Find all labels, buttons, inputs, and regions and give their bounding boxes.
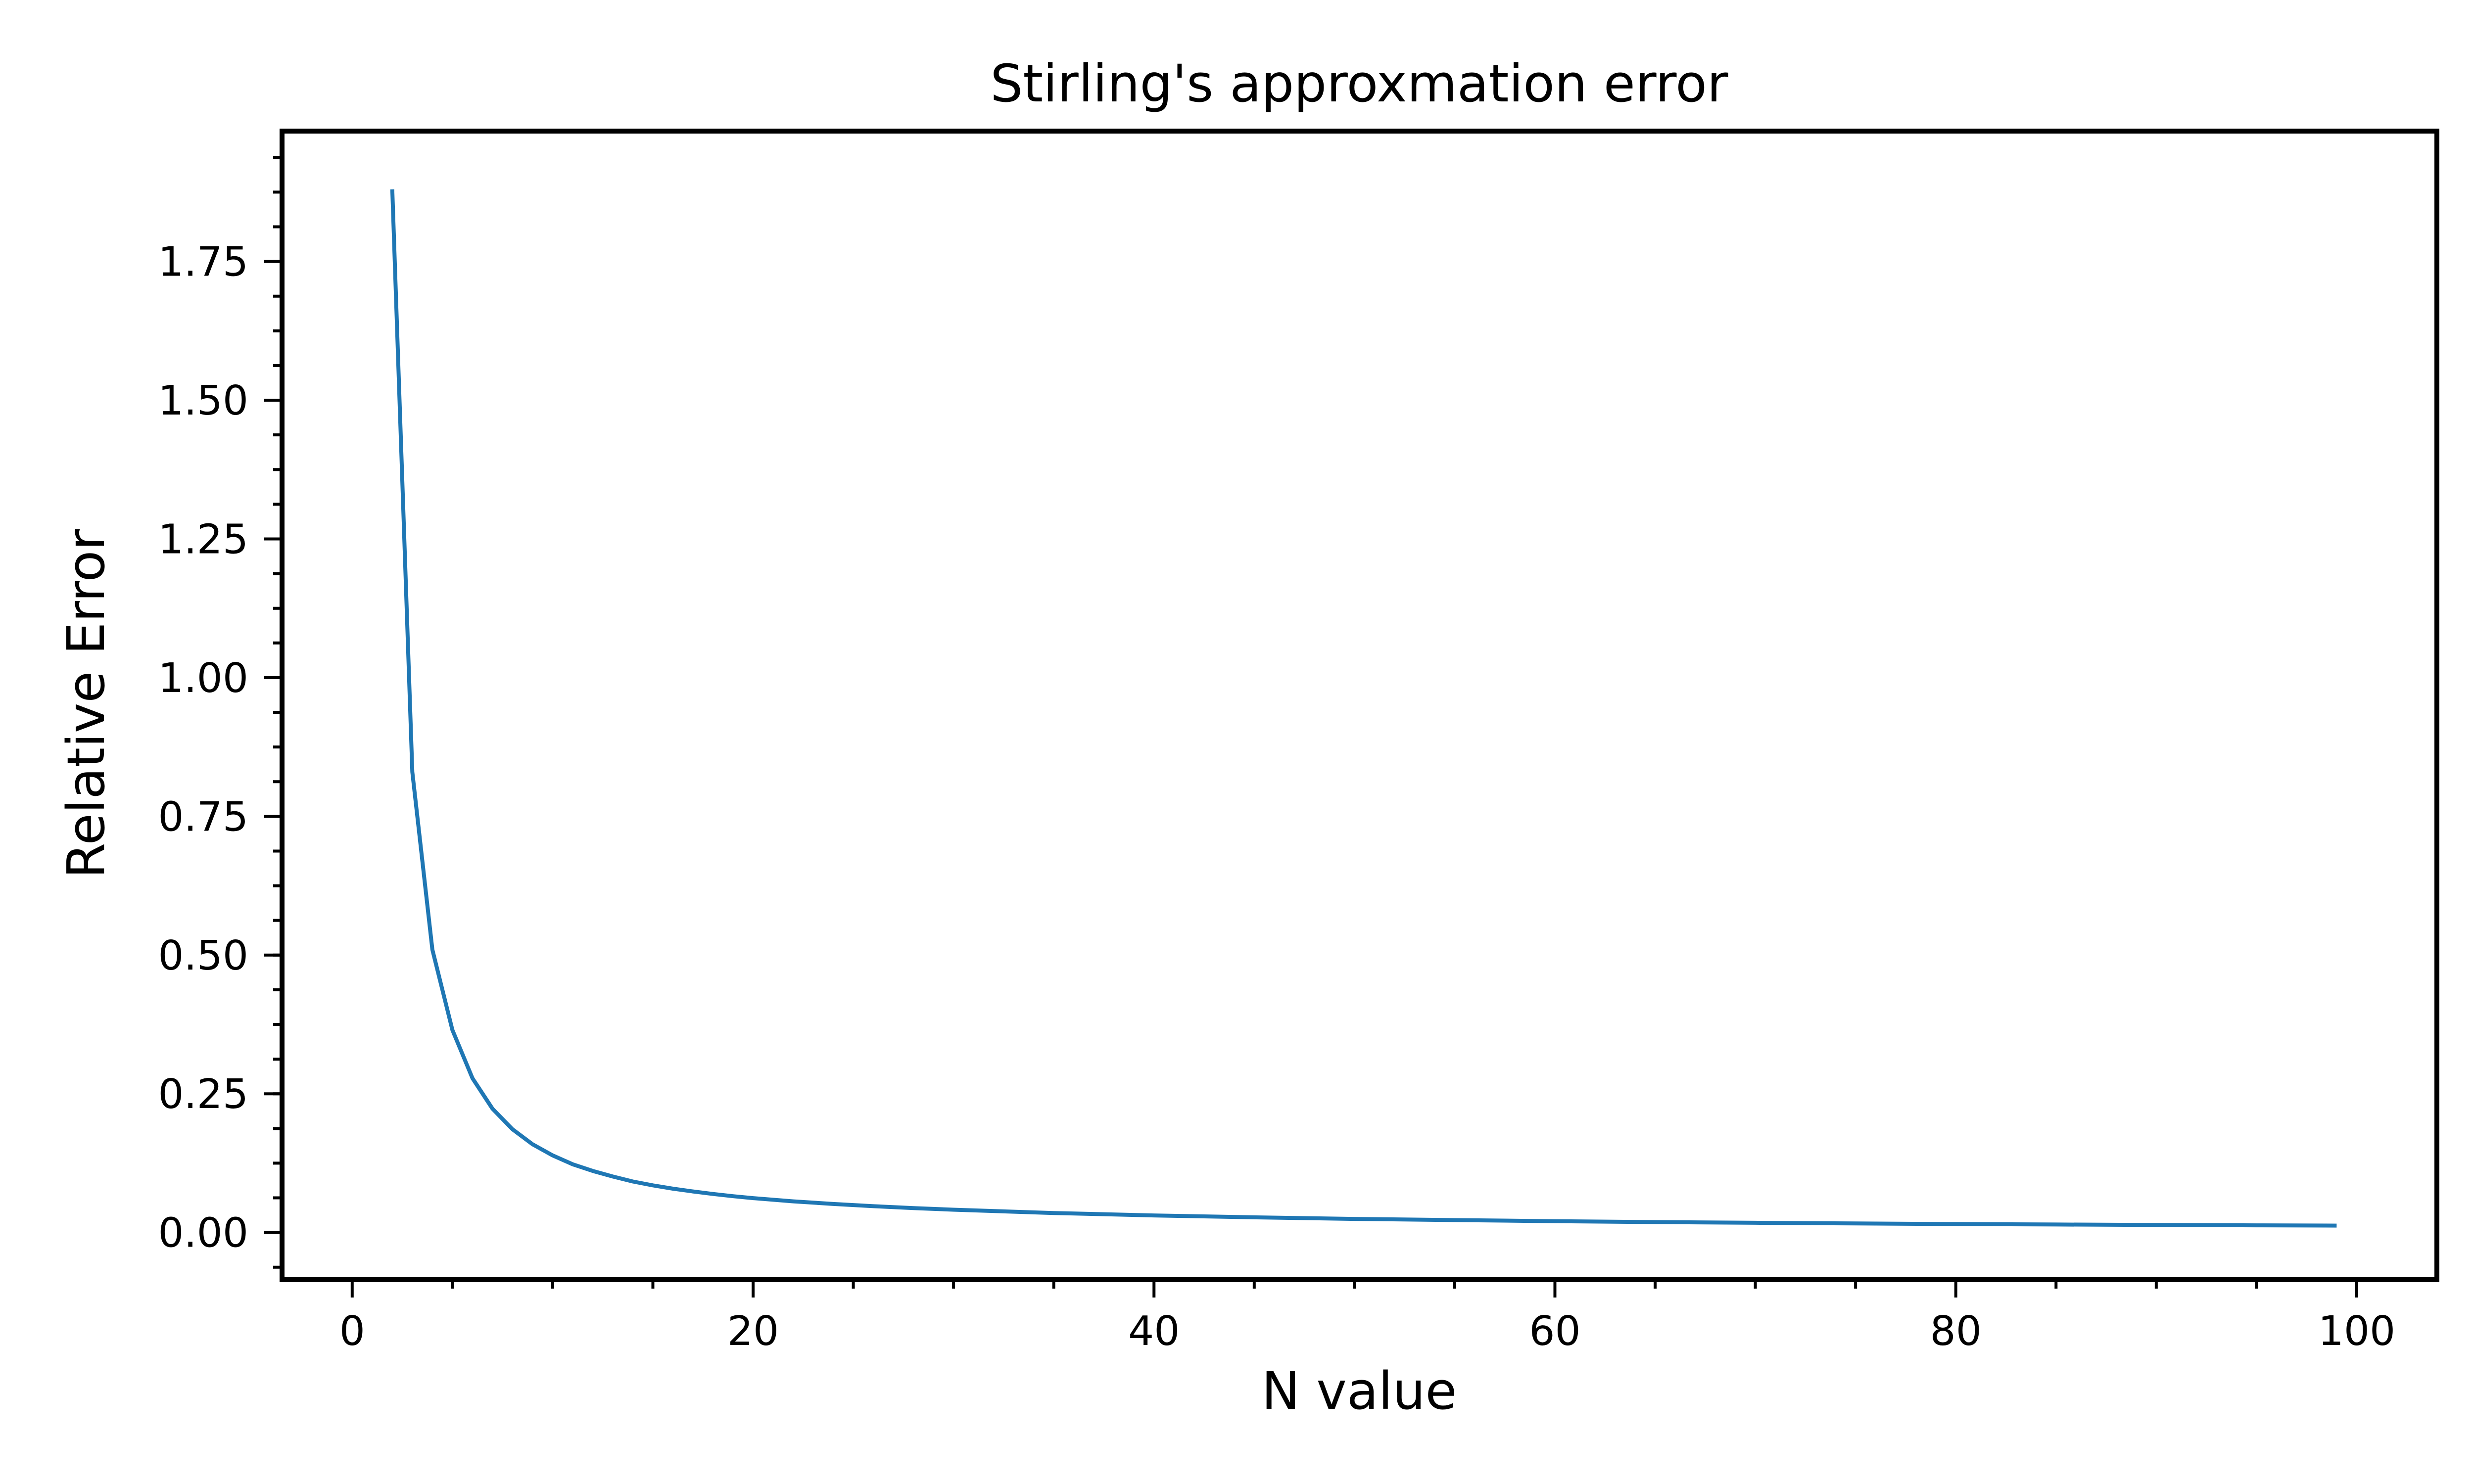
- y-tick-label: 0.00: [158, 1210, 248, 1257]
- x-axis-title: N value: [1262, 1361, 1457, 1421]
- x-tick-label: 100: [2318, 1308, 2396, 1355]
- y-axis-ticks: 0.00 0.25 0.50 0.75 1.00 1.25 1.50 1.75: [158, 156, 282, 1269]
- series-layer: [390, 189, 2337, 1228]
- y-axis-title: Relative Error: [56, 529, 116, 879]
- series-line: [390, 189, 2337, 1228]
- x-tick-label: 80: [1930, 1308, 1982, 1355]
- y-tick-label: 1.25: [158, 516, 248, 563]
- y-tick-label: 1.50: [158, 377, 248, 424]
- y-tick-label: 1.00: [158, 655, 248, 702]
- x-tick-label: 40: [1128, 1308, 1180, 1355]
- y-tick-label: 1.75: [158, 239, 248, 286]
- x-tick-label: 20: [727, 1308, 779, 1355]
- chart-title: Stirling's approxmation error: [990, 53, 1728, 114]
- y-tick-label: 0.75: [158, 793, 248, 840]
- x-tick-label: 60: [1529, 1308, 1580, 1355]
- x-tick-label: 0: [339, 1308, 365, 1355]
- plot-frame: [280, 129, 2439, 1282]
- y-tick-label: 0.25: [158, 1071, 248, 1118]
- y-tick-label: 0.50: [158, 932, 248, 979]
- x-axis-ticks: 0 20 40 60 80 100: [339, 1280, 2396, 1355]
